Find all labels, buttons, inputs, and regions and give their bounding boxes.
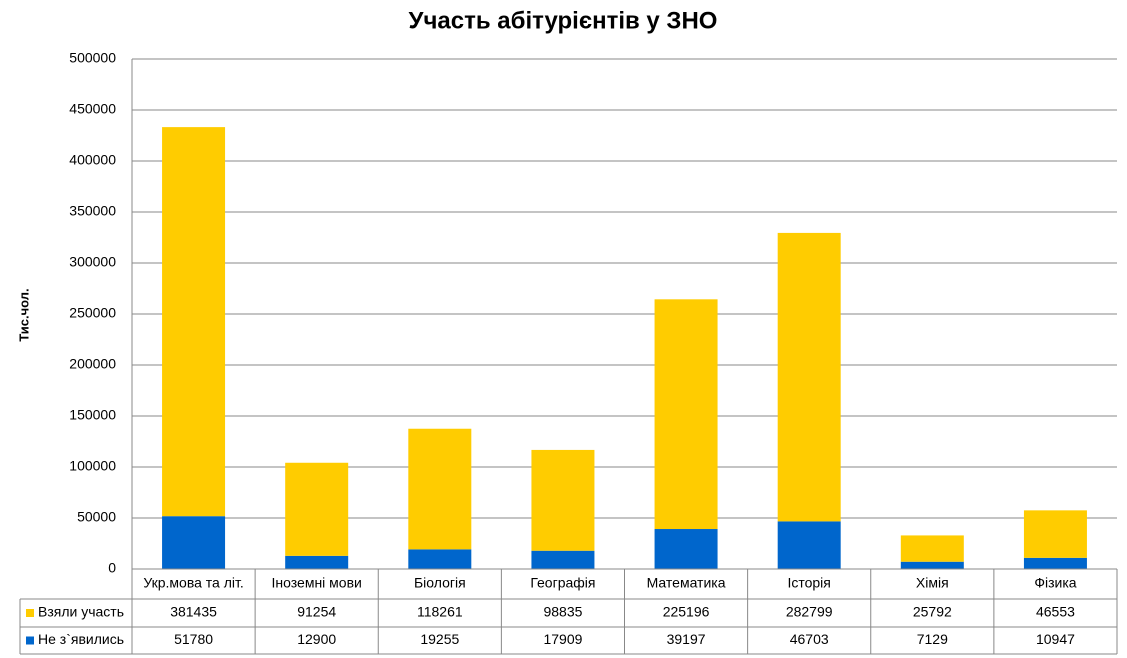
legend-swatch xyxy=(26,609,34,617)
table-value: 282799 xyxy=(786,604,833,620)
x-tick-label: Історія xyxy=(787,575,830,591)
y-tick-label: 200000 xyxy=(69,356,116,372)
table-value: 46553 xyxy=(1036,604,1075,620)
bar-segment xyxy=(654,299,718,530)
bar-segment xyxy=(900,561,964,569)
y-tick-label: 0 xyxy=(108,560,116,576)
table-value: 10947 xyxy=(1036,631,1075,647)
y-tick-label: 250000 xyxy=(69,305,116,321)
bar-segment xyxy=(531,550,595,569)
bar-segment xyxy=(654,529,718,569)
y-tick-label: 400000 xyxy=(69,152,116,168)
y-tick-label: 100000 xyxy=(69,458,116,474)
legend-label: Взяли участь xyxy=(38,604,124,620)
table-value: 91254 xyxy=(297,604,336,620)
legend-label: Не з`явились xyxy=(38,631,124,647)
x-tick-label: Фізика xyxy=(1034,575,1076,591)
chart-title: Участь абітурієнтів у ЗНО xyxy=(409,7,718,34)
y-tick-label: 350000 xyxy=(69,203,116,219)
bar-segment xyxy=(777,232,841,522)
table-value: 12900 xyxy=(297,631,336,647)
bar-segment xyxy=(285,462,349,556)
table-value: 98835 xyxy=(543,604,582,620)
y-tick-label: 150000 xyxy=(69,407,116,423)
y-tick-label: 450000 xyxy=(69,101,116,117)
bar-segment xyxy=(285,555,349,569)
x-tick-label: Математика xyxy=(647,575,726,591)
table-value: 25792 xyxy=(913,604,952,620)
table-value: 17909 xyxy=(543,631,582,647)
table-value: 225196 xyxy=(663,604,710,620)
bar-segment xyxy=(408,549,472,569)
table-value: 118261 xyxy=(417,604,463,620)
bar-segment xyxy=(162,127,226,517)
y-tick-label: 500000 xyxy=(69,50,116,66)
table-value: 51780 xyxy=(174,631,213,647)
bar-segment xyxy=(531,449,595,551)
bar-segment xyxy=(777,521,841,569)
bar-segment xyxy=(1023,557,1087,569)
bar-segment xyxy=(408,428,472,550)
y-axis-label: Тис.чол. xyxy=(16,288,31,341)
x-tick-label: Біологія xyxy=(414,575,466,591)
legend-swatch xyxy=(26,636,34,645)
bar-segment xyxy=(900,535,964,562)
x-tick-label: Географія xyxy=(530,575,595,591)
table-value: 46703 xyxy=(790,631,829,647)
x-tick-label: Іноземні мови xyxy=(272,575,362,591)
table-value: 19255 xyxy=(420,631,459,647)
table-value: 39197 xyxy=(667,631,706,647)
x-tick-label: Укр.мова та літ. xyxy=(143,575,243,591)
table-value: 7129 xyxy=(917,631,948,647)
table-value: 381435 xyxy=(170,604,217,620)
y-tick-label: 50000 xyxy=(77,509,116,525)
x-tick-label: Хімія xyxy=(916,575,949,591)
y-tick-label: 300000 xyxy=(69,254,116,270)
bar-segment xyxy=(1023,510,1087,558)
bar-segment xyxy=(162,516,226,569)
